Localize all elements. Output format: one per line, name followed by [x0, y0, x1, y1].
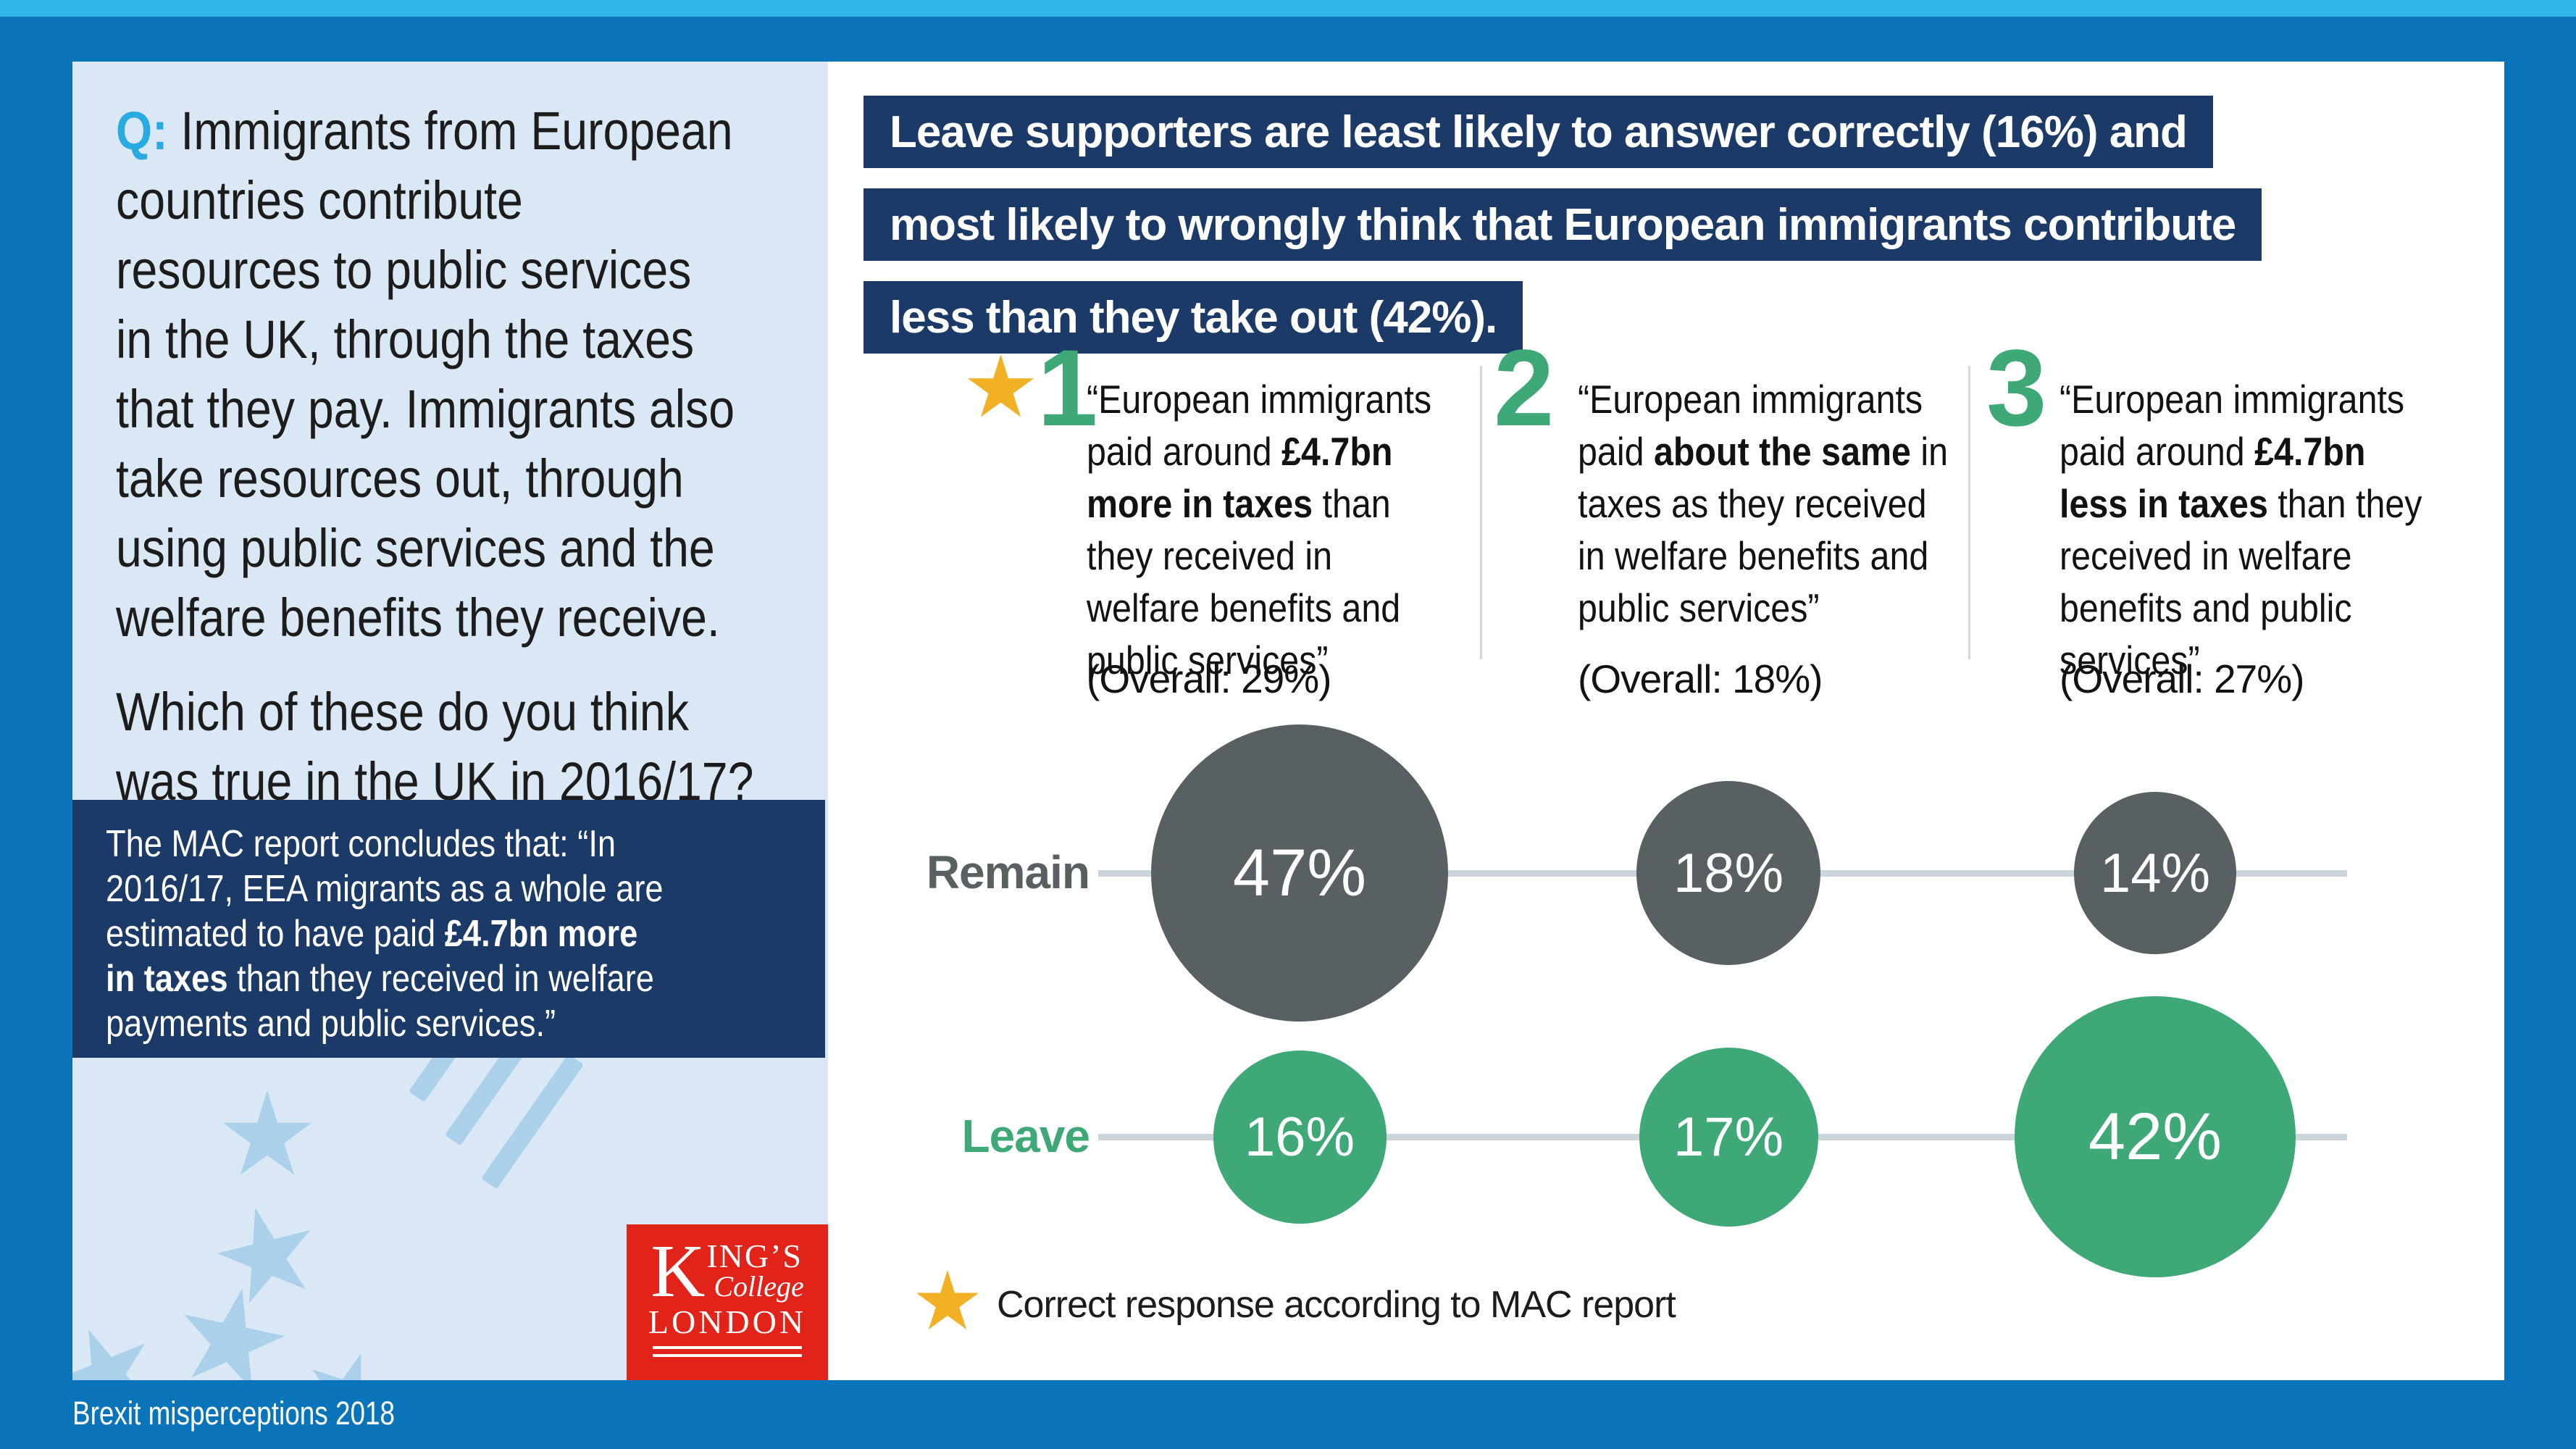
bubble-remain-option-1: 47%: [1151, 724, 1448, 1022]
bubble-leave-option-2: 17%: [1639, 1047, 1818, 1227]
headline-line-3: less than they take out (42%).: [863, 281, 1523, 354]
text-segment: than they received in welfare benefits a…: [2059, 481, 2422, 682]
option-3-overall: (Overall: 27%): [2059, 656, 2304, 701]
bubble-remain-option-2: 18%: [1636, 781, 1820, 965]
footer-title: Brexit misperceptions 2018: [72, 1395, 396, 1432]
option-1-overall: (Overall: 29%): [1087, 656, 1331, 701]
headline-line-3-text: less than they take out (42%).: [890, 292, 1497, 343]
bubble-leave-option-1: 16%: [1213, 1050, 1387, 1224]
headline-line-1: Leave supporters are least likely to ans…: [863, 96, 2213, 168]
option-divider: [1480, 366, 1482, 659]
watermark-star: [167, 1277, 295, 1380]
watermark-star: [222, 1090, 312, 1175]
bubble-value-label: 16%: [1244, 1106, 1355, 1168]
text-segment: £4.7bn less in taxes: [2059, 429, 2366, 526]
text-segment: Q:: [116, 101, 168, 161]
correct-answer-star-icon: [967, 354, 1034, 417]
bubble-value-label: 42%: [2088, 1099, 2222, 1174]
watermark-star: [293, 1340, 402, 1380]
mac-report-text: The MAC report concludes that: “In 2016/…: [106, 822, 828, 1046]
option-2-overall: (Overall: 18%): [1578, 656, 1823, 701]
legend-star-icon: [916, 1270, 979, 1329]
logo-kings-row: K ING’S College: [627, 1229, 828, 1313]
text-segment: “European immigrants paid around: [1087, 377, 1432, 474]
logo-k: K: [651, 1229, 706, 1313]
mac-report-box: The MAC report concludes that: “In 2016/…: [72, 800, 825, 1058]
watermark-star: [72, 1311, 170, 1380]
bubble-value-label: 47%: [1232, 835, 1367, 910]
watermark-star: [206, 1195, 327, 1316]
headline-line-1-text: Leave supporters are least likely to ans…: [890, 107, 2188, 157]
bubble-leave-option-3: 42%: [2015, 996, 2296, 1277]
bubble-remain-option-3: 14%: [2074, 792, 2236, 954]
option-1-text: “European immigrants paid around £4.7bn …: [1087, 373, 1533, 686]
logo-london: LONDON: [648, 1303, 807, 1340]
bubble-value-label: 17%: [1673, 1106, 1784, 1168]
question-text: Q: Immigrants from European countries co…: [116, 96, 828, 653]
text-segment: than they received in welfare benefits a…: [1087, 481, 1401, 682]
text-segment: in taxes as they received in welfare ben…: [1578, 429, 1949, 630]
option-divider: [1968, 366, 1970, 659]
text-segment: than they received in welfare payments a…: [106, 958, 654, 1045]
leave-row-label: Leave: [961, 1110, 1090, 1162]
option-1-number: 1: [1037, 327, 1098, 448]
question-panel: Q: Immigrants from European countries co…: [72, 62, 828, 1380]
kings-college-london-logo: K ING’S College LONDON: [627, 1224, 828, 1380]
logo-double-rule: [653, 1346, 802, 1357]
headline-line-2-text: most likely to wrongly think that Europe…: [890, 199, 2236, 250]
text-segment: “European immigrants paid around: [2059, 377, 2405, 474]
logo-ings: ING’S: [706, 1237, 803, 1274]
remain-row-label: Remain: [926, 846, 1090, 898]
text-segment: The MAC report concludes that: “In 2016/…: [106, 823, 664, 955]
option-2-number: 2: [1494, 327, 1555, 448]
option-2-text: “European immigrants paid about the same…: [1578, 373, 2024, 634]
bubble-value-label: 18%: [1673, 842, 1784, 904]
text-segment: £4.7bn more in taxes: [106, 913, 638, 1000]
headline-line-2: most likely to wrongly think that Europe…: [863, 188, 2262, 261]
logo-college: College: [714, 1270, 804, 1303]
option-3-number: 3: [1986, 327, 2047, 448]
question-prompt: Which of these do you think was true in …: [116, 682, 754, 811]
text-segment: about the same: [1653, 429, 1911, 474]
content-panel: Q: Immigrants from European countries co…: [72, 62, 2504, 1380]
option-3-text: “European immigrants paid around £4.7bn …: [2059, 373, 2506, 686]
text-segment: Immigrants from European countries contr…: [116, 101, 735, 648]
bubble-value-label: 14%: [2099, 842, 2211, 904]
text-segment: £4.7bn more in taxes: [1087, 429, 1393, 526]
text-segment: “European immigrants paid: [1578, 377, 1923, 474]
top-cyan-strip: [0, 0, 2576, 17]
legend-label: Correct response according to MAC report: [997, 1284, 1676, 1326]
